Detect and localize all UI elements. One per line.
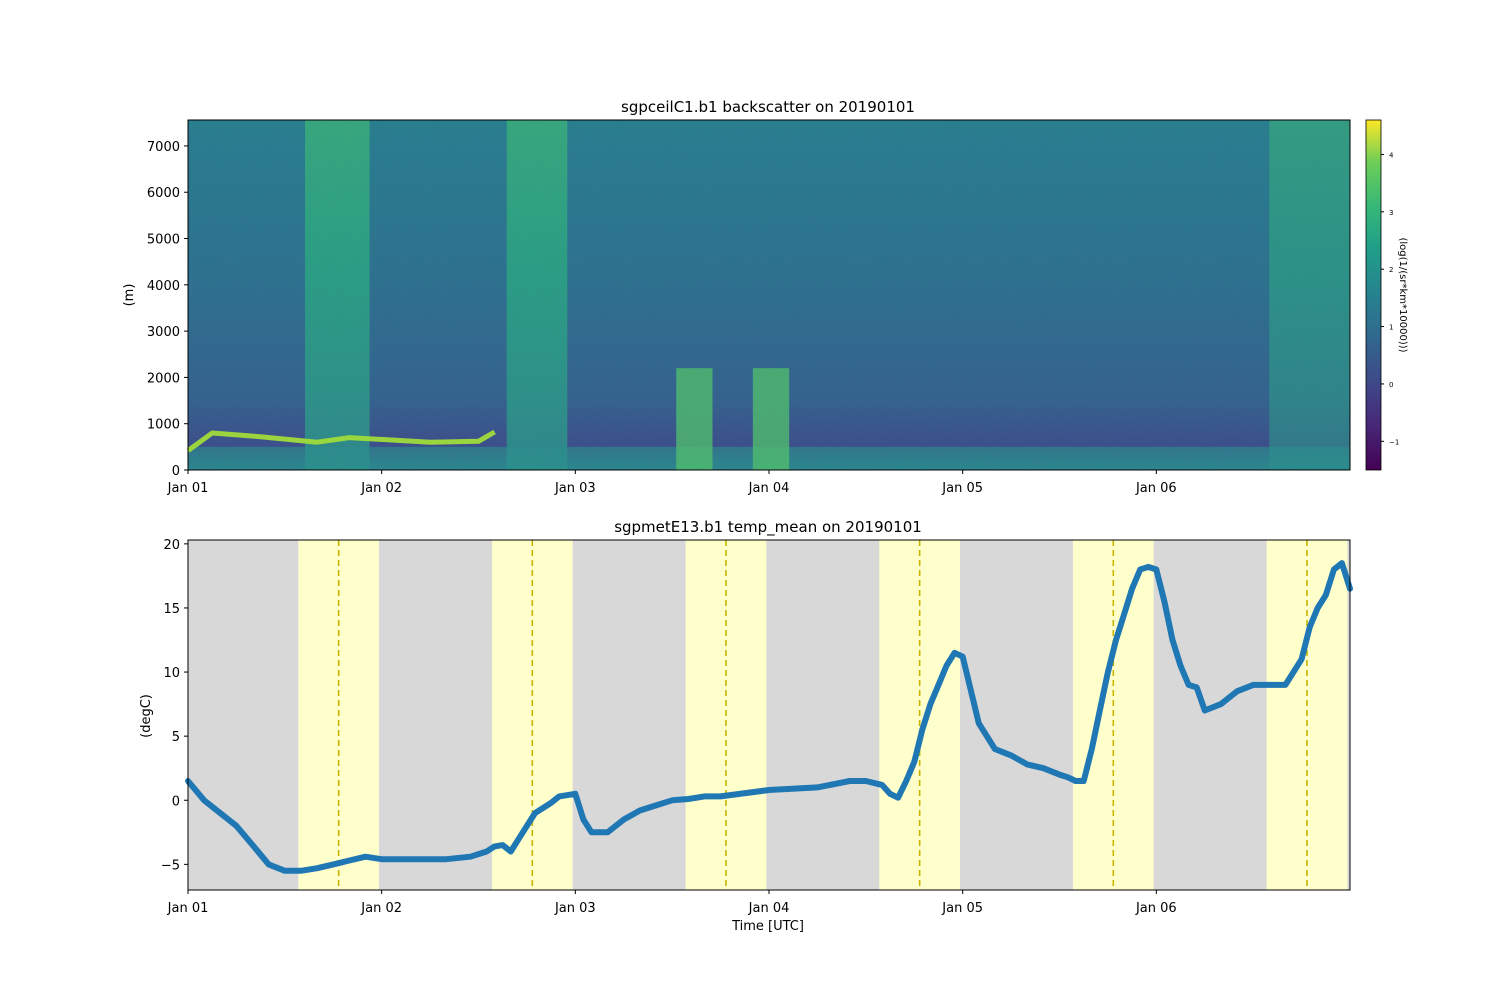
backscatter-heatmap — [186, 120, 1350, 470]
cloud-base-line — [186, 429, 496, 453]
x-tick-label: Jan 01 — [167, 481, 209, 496]
y-tick-label: 2000 — [147, 371, 180, 386]
x-tick-label: Jan 05 — [941, 901, 983, 916]
y-tick-label: 15 — [163, 602, 180, 617]
x-tick-label: Jan 02 — [360, 901, 402, 916]
temperature-line — [185, 560, 1353, 874]
backscatter-y-axis: 0 1000 2000 3000 4000 5000 6000 7000 — [147, 140, 188, 479]
colorbar-ticks: −1 0 1 2 3 4 — [1381, 151, 1399, 446]
backscatter-y-label: (m) — [122, 284, 137, 307]
x-tick-label: Jan 02 — [360, 481, 402, 496]
temperature-panel: sgpmetE13.b1 temp_mean on 20190101 Jan 0… — [139, 518, 1353, 934]
colorbar-tick-label: 0 — [1389, 381, 1393, 389]
y-tick-label: 7000 — [147, 140, 180, 155]
colorbar-tick-label: 1 — [1389, 324, 1393, 332]
y-tick-label: 5000 — [147, 233, 180, 248]
x-tick-label: Jan 06 — [1135, 481, 1177, 496]
x-tick-label: Jan 04 — [748, 901, 790, 916]
colorbar-tick-label: 2 — [1389, 266, 1393, 274]
y-tick-label: 6000 — [147, 186, 180, 201]
x-tick-label: Jan 05 — [941, 481, 983, 496]
colorbar-tick-label: 3 — [1389, 209, 1393, 217]
colorbar: −1 0 1 2 3 4 (log(1/(sr*km*10000))) — [1365, 119, 1408, 471]
y-tick-label: 10 — [163, 666, 180, 681]
day-night-bands — [188, 540, 1350, 890]
temperature-x-axis: Jan 01 Jan 02 Jan 03 Jan 04 Jan 05 Jan 06 — [167, 890, 1177, 916]
temperature-y-axis: −5 0 5 10 15 20 — [161, 538, 188, 873]
x-tick-label: Jan 06 — [1135, 901, 1177, 916]
y-tick-label: 3000 — [147, 325, 180, 340]
backscatter-noise — [188, 120, 1350, 470]
y-tick-label: 0 — [172, 464, 180, 479]
temperature-y-label: (degC) — [139, 694, 154, 738]
y-tick-label: 0 — [172, 794, 180, 809]
backscatter-x-axis: Jan 01 Jan 02 Jan 03 Jan 04 Jan 05 Jan 06 — [167, 470, 1177, 496]
colorbar-gradient — [1365, 119, 1382, 471]
colorbar-tick-label: 4 — [1389, 151, 1394, 159]
y-tick-label: 20 — [163, 538, 180, 553]
temperature-series — [185, 560, 1353, 874]
temperature-title: sgpmetE13.b1 temp_mean on 20190101 — [614, 518, 922, 537]
solar-noon-lines — [337, 540, 1308, 890]
x-tick-label: Jan 01 — [167, 901, 209, 916]
colorbar-tick-label: −1 — [1389, 438, 1399, 446]
y-tick-label: 5 — [172, 730, 180, 745]
temperature-x-label: Time [UTC] — [731, 919, 804, 934]
x-tick-label: Jan 03 — [554, 901, 596, 916]
x-tick-label: Jan 03 — [554, 481, 596, 496]
night-band — [188, 540, 1350, 890]
backscatter-panel: sgpceilC1.b1 backscatter on 20190101 Jan… — [122, 98, 1408, 496]
x-tick-label: Jan 04 — [748, 481, 790, 496]
backscatter-title: sgpceilC1.b1 backscatter on 20190101 — [621, 98, 915, 116]
colorbar-label: (log(1/(sr*km*10000))) — [1397, 237, 1408, 352]
y-tick-label: 4000 — [147, 279, 180, 294]
y-tick-label: 1000 — [147, 418, 180, 433]
y-tick-label: −5 — [161, 858, 180, 873]
